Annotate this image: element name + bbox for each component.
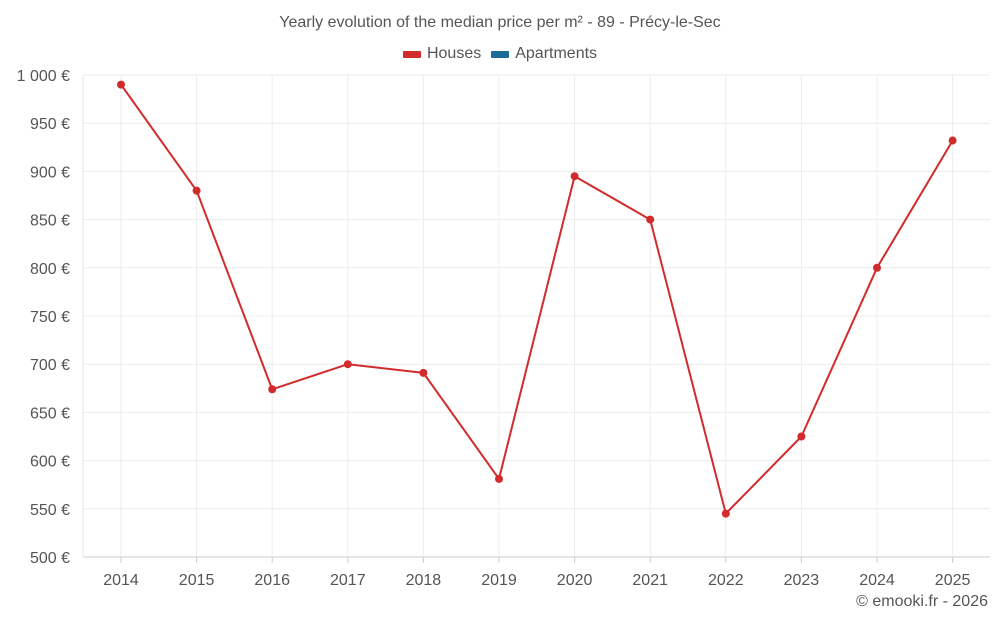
- y-tick-label: 750 €: [30, 309, 70, 326]
- data-point-houses-2015[interactable]: [192, 186, 201, 195]
- data-point-houses-2023[interactable]: [797, 432, 806, 441]
- x-tick-label: 2020: [557, 572, 593, 589]
- x-tick-label: 2018: [406, 572, 442, 589]
- legend-swatch-houses: [402, 50, 421, 58]
- data-point-houses-2016[interactable]: [268, 385, 277, 394]
- legend-swatch-apartments: [491, 50, 510, 58]
- chart-title: Yearly evolution of the median price per…: [279, 14, 721, 31]
- x-tick-label: 2025: [935, 572, 971, 589]
- y-tick-label: 650 €: [30, 405, 70, 422]
- data-point-houses-2019[interactable]: [495, 474, 503, 483]
- y-tick-label: 600 €: [30, 454, 70, 471]
- y-tick-label: 550 €: [30, 502, 70, 519]
- data-point-houses-2020[interactable]: [570, 172, 579, 181]
- legend-item-houses[interactable]: Houses: [402, 45, 482, 63]
- legend-label-houses: Houses: [426, 45, 482, 62]
- data-point-houses-2022[interactable]: [721, 509, 730, 518]
- data-point-houses-2014[interactable]: [117, 80, 125, 89]
- data-point-houses-2024[interactable]: [873, 263, 881, 272]
- data-point-houses-2021[interactable]: [646, 215, 655, 224]
- x-tick-label: 2017: [330, 572, 366, 589]
- data-point-houses-2017[interactable]: [343, 360, 352, 369]
- x-tick-label: 2015: [179, 572, 215, 589]
- x-tick-label: 2014: [103, 572, 139, 589]
- y-tick-label: 500 €: [30, 550, 70, 567]
- x-tick-label: 2024: [859, 572, 895, 589]
- legend-item-apartments[interactable]: Apartments: [491, 45, 597, 63]
- series-line-houses: [120, 83, 954, 515]
- x-tick-label: 2016: [254, 572, 290, 589]
- x-tick-label: 2019: [481, 572, 517, 589]
- y-tick-label: 800 €: [30, 261, 70, 278]
- data-point-houses-2018[interactable]: [419, 368, 428, 377]
- data-point-houses-2025[interactable]: [948, 136, 957, 145]
- y-tick-label: 950 €: [30, 116, 70, 133]
- x-tick-label: 2021: [632, 572, 668, 589]
- y-tick-label: 1 000 €: [17, 68, 70, 85]
- y-tick-label: 700 €: [30, 357, 70, 374]
- x-tick-label: 2022: [708, 572, 744, 589]
- footer-credit: © emooki.fr - 2026: [856, 593, 988, 610]
- legend-label-apartments: Apartments: [515, 45, 598, 62]
- chart-legend: Houses Apartments: [0, 45, 1000, 63]
- x-tick-label: 2023: [784, 572, 820, 589]
- y-tick-label: 900 €: [30, 164, 70, 181]
- y-tick-label: 850 €: [30, 213, 70, 230]
